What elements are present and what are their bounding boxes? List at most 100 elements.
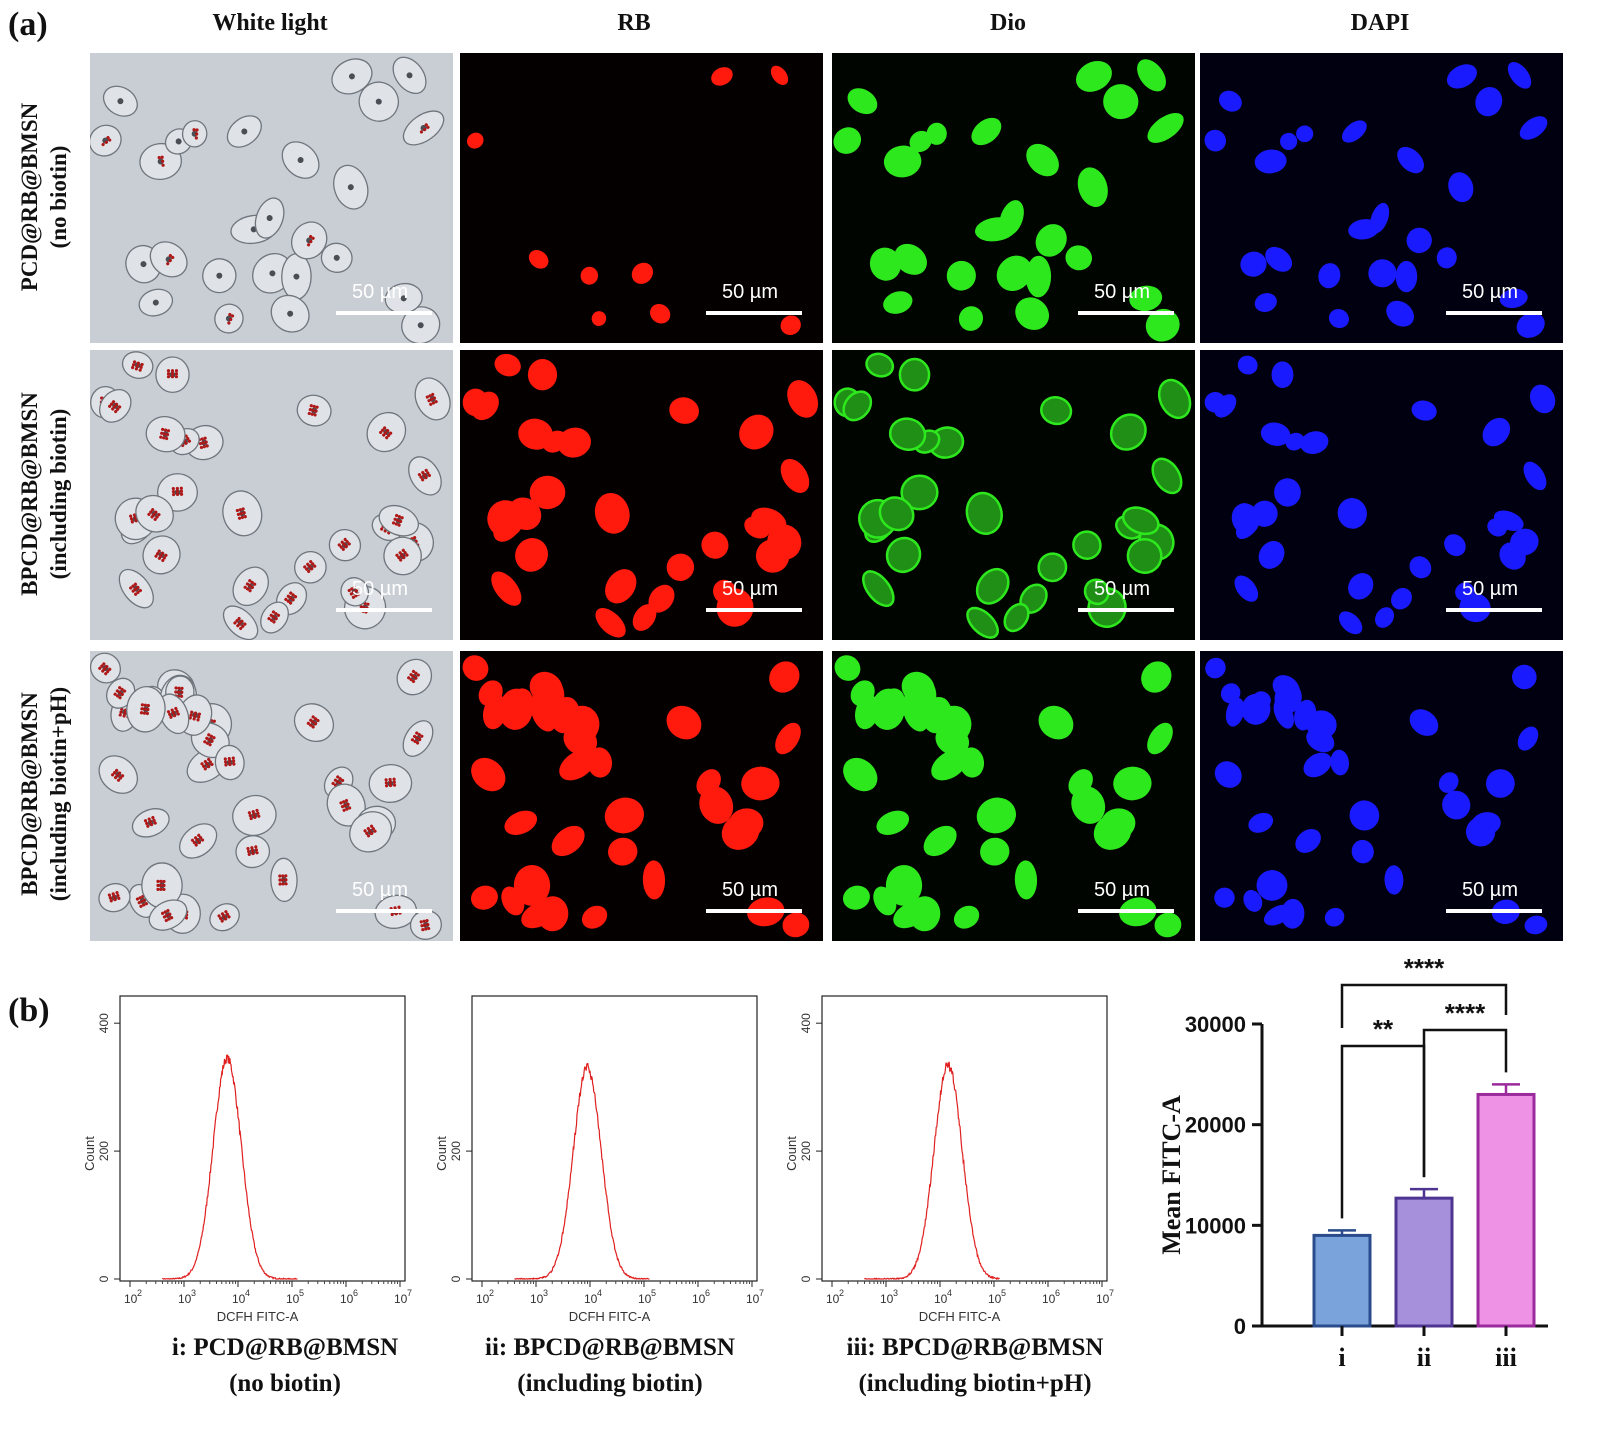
micrograph-white-light-row2	[90, 350, 453, 640]
x-tick-exponent: 6	[353, 1288, 358, 1298]
scale-bar	[336, 608, 432, 612]
x-tick-label: 10	[124, 1292, 138, 1306]
micrograph-dapi-row3	[1200, 651, 1563, 941]
x-tick-label: ii	[1417, 1343, 1431, 1372]
y-axis-label: Count	[434, 1136, 449, 1171]
micrograph-rb-row2	[460, 350, 823, 640]
panel-a-letter: (a)	[8, 6, 48, 43]
x-tick-label: 10	[530, 1292, 544, 1306]
scale-bar-label: 50 µm	[352, 578, 408, 600]
bar-i	[1312, 1233, 1372, 1328]
histogram-3-caption-line2: (including biotin+pH)	[858, 1370, 1092, 1397]
micrograph-dio-row3	[832, 651, 1195, 941]
y-tick-label: 0	[799, 1275, 813, 1282]
row-label-1-line1: PCD@RB@BMSN	[17, 102, 42, 292]
y-axis-label: Mean FITC-A	[1157, 1095, 1186, 1255]
row-label-2-line1: BPCD@RB@BMSN	[17, 392, 42, 596]
x-tick-label: iii	[1495, 1343, 1517, 1372]
x-tick-exponent: 2	[489, 1288, 494, 1298]
x-tick-label: 10	[934, 1292, 948, 1306]
scale-bar-label: 50 µm	[1094, 578, 1150, 600]
y-tick-label: 0	[1234, 1314, 1246, 1339]
significance-label: ****	[1404, 953, 1445, 983]
micrograph-white-light-row1	[90, 53, 453, 343]
row-label-3-line2: (including biotin+pH)	[46, 686, 71, 902]
panel-b-letter: (b)	[8, 992, 50, 1029]
x-tick-exponent: 3	[191, 1288, 196, 1298]
micrograph-white-light-row3	[90, 651, 453, 941]
x-tick-exponent: 2	[839, 1288, 844, 1298]
scale-bar	[706, 311, 802, 315]
micrograph-dapi-row2	[1200, 350, 1563, 640]
micrograph-dapi-row1	[1200, 53, 1563, 343]
scale-bar	[706, 608, 802, 612]
histogram-2-caption-line1: ii: BPCD@RB@BMSN	[485, 1334, 735, 1361]
significance-label: ****	[1445, 998, 1486, 1028]
x-tick-label: 10	[232, 1292, 246, 1306]
histogram-3-caption: iii: BPCD@RB@BMSN (including biotin+pH)	[810, 1330, 1140, 1402]
row-label-2-line2: (including biotin)	[46, 408, 71, 580]
x-tick-exponent: 5	[651, 1288, 656, 1298]
micrograph-rb-row3	[460, 651, 823, 941]
y-tick-label: 10000	[1185, 1213, 1246, 1238]
row-label-3: BPCD@RB@BMSN (including biotin+pH)	[15, 649, 75, 939]
micrograph-rb-row1	[460, 53, 823, 343]
y-tick-label: 0	[449, 1275, 463, 1282]
column-header-white-light: White light	[212, 10, 328, 36]
significance-bracket	[1340, 1044, 1426, 1219]
x-tick-exponent: 7	[759, 1288, 764, 1298]
x-tick-exponent: 5	[1001, 1288, 1006, 1298]
row-label-3-line1: BPCD@RB@BMSN	[17, 692, 42, 896]
row-label-1: PCD@RB@BMSN (no biotin)	[15, 52, 75, 342]
x-tick-label: 10	[638, 1292, 652, 1306]
x-tick-exponent: 3	[543, 1288, 548, 1298]
y-tick-label: 200	[449, 1141, 463, 1161]
histogram-curve	[514, 1063, 650, 1280]
scale-bar	[1078, 608, 1174, 612]
y-tick-label: 200	[97, 1141, 111, 1161]
scale-bar-label: 50 µm	[1094, 281, 1150, 303]
x-tick-label: 10	[584, 1292, 598, 1306]
x-tick-exponent: 7	[1109, 1288, 1114, 1298]
x-tick-label: 10	[692, 1292, 706, 1306]
scale-bar	[336, 909, 432, 913]
scale-bar	[1078, 311, 1174, 315]
y-tick-label: 0	[97, 1275, 111, 1282]
x-tick-exponent: 6	[705, 1288, 710, 1298]
x-tick-exponent: 7	[407, 1288, 412, 1298]
x-tick-exponent: 4	[245, 1288, 250, 1298]
x-tick-exponent: 2	[137, 1288, 142, 1298]
x-tick-exponent: 4	[597, 1288, 602, 1298]
scale-bar-label: 50 µm	[722, 281, 778, 303]
x-tick-exponent: 4	[947, 1288, 952, 1298]
x-tick-label: 10	[826, 1292, 840, 1306]
significance-bracket	[1422, 1028, 1508, 1178]
scale-bar-label: 50 µm	[1462, 281, 1518, 303]
histogram-1-caption-line2: (no biotin)	[229, 1370, 341, 1397]
bar-iii	[1476, 1092, 1536, 1328]
x-tick-label: 10	[394, 1292, 408, 1306]
significance-label: **	[1373, 1014, 1394, 1044]
x-tick-exponent: 5	[299, 1288, 304, 1298]
histogram-3-caption-line1: iii: BPCD@RB@BMSN	[846, 1334, 1104, 1361]
y-tick-label: 400	[799, 1013, 813, 1033]
histogram-curve	[864, 1061, 1000, 1281]
x-tick-label: 10	[1042, 1292, 1056, 1306]
row-label-1-line2: (no biotin)	[46, 145, 71, 249]
y-tick-label: 400	[97, 1013, 111, 1033]
y-tick-label: 30000	[1185, 1012, 1246, 1037]
scale-bar	[1078, 909, 1174, 913]
scale-bar	[1446, 311, 1542, 315]
x-tick-label: 10	[340, 1292, 354, 1306]
x-axis-label: DCFH FITC-A	[569, 1309, 651, 1324]
histogram-2-caption: ii: BPCD@RB@BMSN (including biotin)	[445, 1330, 775, 1402]
scale-bar-label: 50 µm	[722, 879, 778, 901]
scale-bar	[1446, 909, 1542, 913]
significance-bracket	[1340, 983, 1508, 1028]
histogram-1-caption: i: PCD@RB@BMSN (no biotin)	[120, 1330, 450, 1402]
x-tick-label: 10	[178, 1292, 192, 1306]
histogram-curve	[161, 1054, 298, 1281]
